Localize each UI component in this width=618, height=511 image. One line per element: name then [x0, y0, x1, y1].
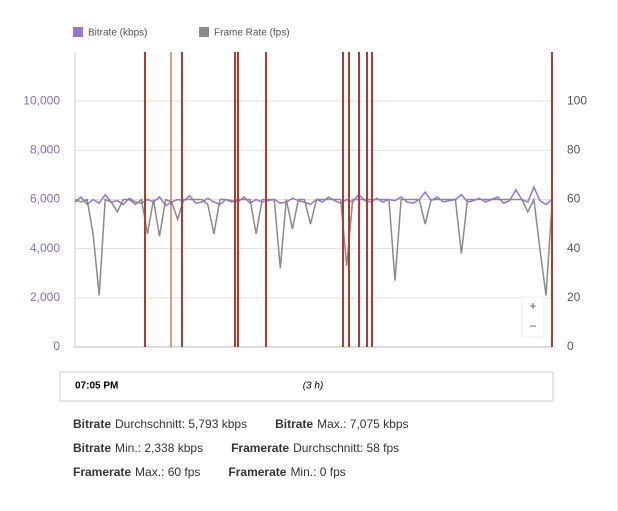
stat-text: Max.: 60 fps — [135, 465, 201, 479]
stat-label: Framerate — [228, 465, 287, 479]
zoom-controls: + − — [521, 296, 545, 338]
stats-row: Bitrate Min.: 2,338 kbps Framerate Durchsch… — [73, 438, 437, 462]
series-line — [74, 185, 553, 207]
chart: Frame Rate (fps) Bitrate (kbps) 100 80 60 40 2… — [23, 27, 587, 402]
stat-label: Framerate — [73, 465, 132, 479]
y2-tick-label: 60 — [567, 192, 581, 206]
stat-label: Bitrate — [73, 441, 112, 455]
legend-swatch — [73, 27, 83, 37]
y-tick-label: 8,000 — [30, 143, 60, 157]
stat-label: Bitrate — [73, 417, 112, 431]
stat-label: Bitrate — [275, 417, 314, 431]
y-tick-label: 4,000 — [30, 241, 60, 255]
timeline-span: (3 h) — [303, 381, 324, 392]
stat: Framerate Max.: 60 fps — [73, 462, 200, 482]
series-line — [74, 196, 553, 296]
zoom-panel — [521, 296, 545, 338]
stat-text: Durchschnitt: 5,793 kbps — [115, 417, 248, 431]
stat: Bitrate Max.: 7,075 kbps — [275, 414, 408, 434]
zoom-in[interactable]: + — [529, 299, 536, 313]
stats-row: Bitrate Durchschnitt: 5,793 kbps Bitrate Ma… — [73, 414, 437, 438]
y2-tick-label: 40 — [567, 241, 581, 255]
stat-text: Min.: 0 fps — [290, 465, 346, 479]
stat-label: Framerate — [231, 441, 290, 455]
legend-label: Bitrate (kbps) — [88, 28, 147, 39]
stats-row: Framerate Max.: 60 fps Framerate Min.: 0 fp… — [73, 462, 437, 486]
stat: Bitrate Min.: 2,338 kbps — [73, 438, 203, 458]
y-tick-label: 0 — [53, 339, 60, 353]
stat: Framerate Min.: 0 fps — [228, 462, 345, 482]
y2-tick-label: 80 — [567, 143, 581, 157]
y-tick-label: 6,000 — [30, 192, 60, 206]
y2-tick-label: 0 — [567, 339, 574, 353]
stat: Framerate Durchschnitt: 58 fps — [231, 438, 399, 458]
stat-text: Min.: 2,338 kbps — [115, 441, 204, 455]
y-tick-label: 10,000 — [23, 93, 60, 107]
timeline-start: 07:05 PM — [75, 381, 118, 392]
stats: Bitrate Durchschnitt: 5,793 kbps Bitrate Ma… — [73, 414, 437, 486]
zoom-out[interactable]: − — [529, 319, 536, 333]
stat-text: Durchschnitt: 58 fps — [293, 441, 400, 455]
y2-tick-label: 100 — [567, 93, 587, 107]
legend-label: Frame Rate (fps) — [214, 28, 290, 39]
stat: Bitrate Durchschnitt: 5,793 kbps — [73, 414, 247, 434]
stat-text: Max.: 7,075 kbps — [317, 417, 409, 431]
y2-tick-label: 20 — [567, 290, 581, 304]
y-tick-label: 2,000 — [30, 290, 60, 304]
legend-swatch — [199, 27, 209, 37]
event-markers — [144, 52, 553, 347]
timeline-box — [59, 371, 554, 402]
